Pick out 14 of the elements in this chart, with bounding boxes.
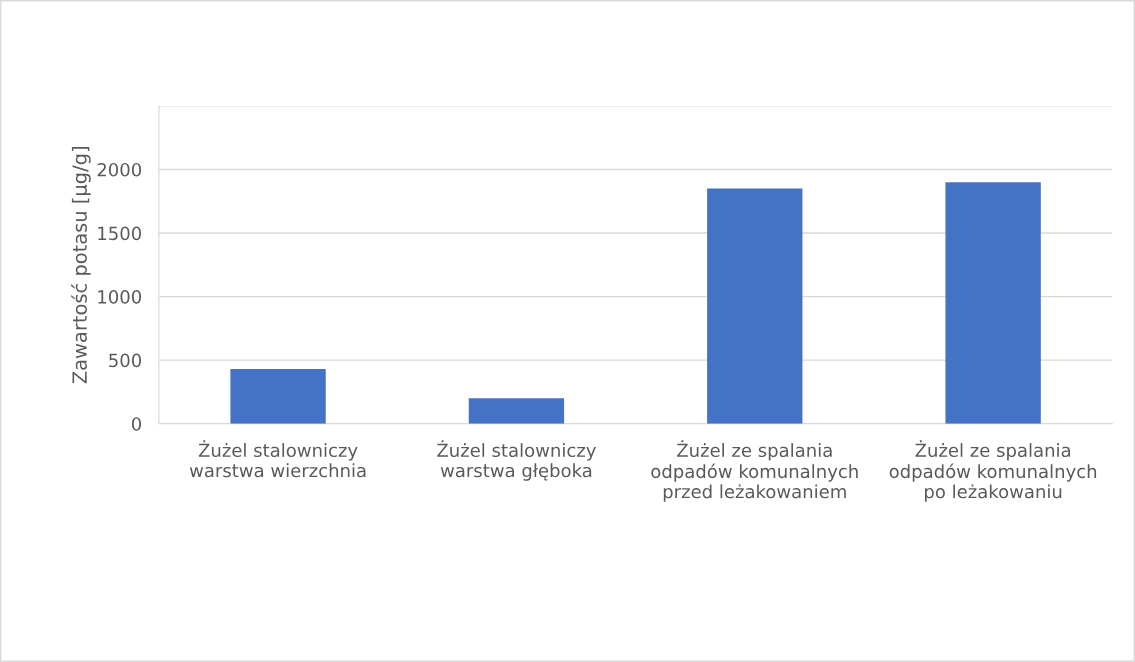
y-tick-label: 2000	[97, 162, 142, 177]
x-tick-label: Żużel ze spalania odpadów komunalnych po leżakowaniu	[889, 440, 1097, 502]
y-tick-label: 500	[109, 353, 142, 368]
bar	[945, 182, 1041, 424]
y-tick-label: 0	[131, 417, 142, 431]
x-tick-label: Żużel stalowniczy warstwa głęboka	[437, 440, 596, 481]
y-tick-label: 1500	[98, 226, 142, 241]
bar	[468, 398, 565, 424]
x-tick-label: Żużel ze spalania odpadów komunalnych przed leżakowaniem	[651, 440, 858, 502]
bar	[707, 188, 803, 424]
y-tick-label: 1000	[98, 290, 142, 304]
y-axis-title: Zawartość potasu [µg/g]	[71, 147, 91, 384]
bar	[230, 369, 326, 424]
x-tick-label: Żużel stalowniczy warstwa wierzchnia	[189, 440, 366, 478]
